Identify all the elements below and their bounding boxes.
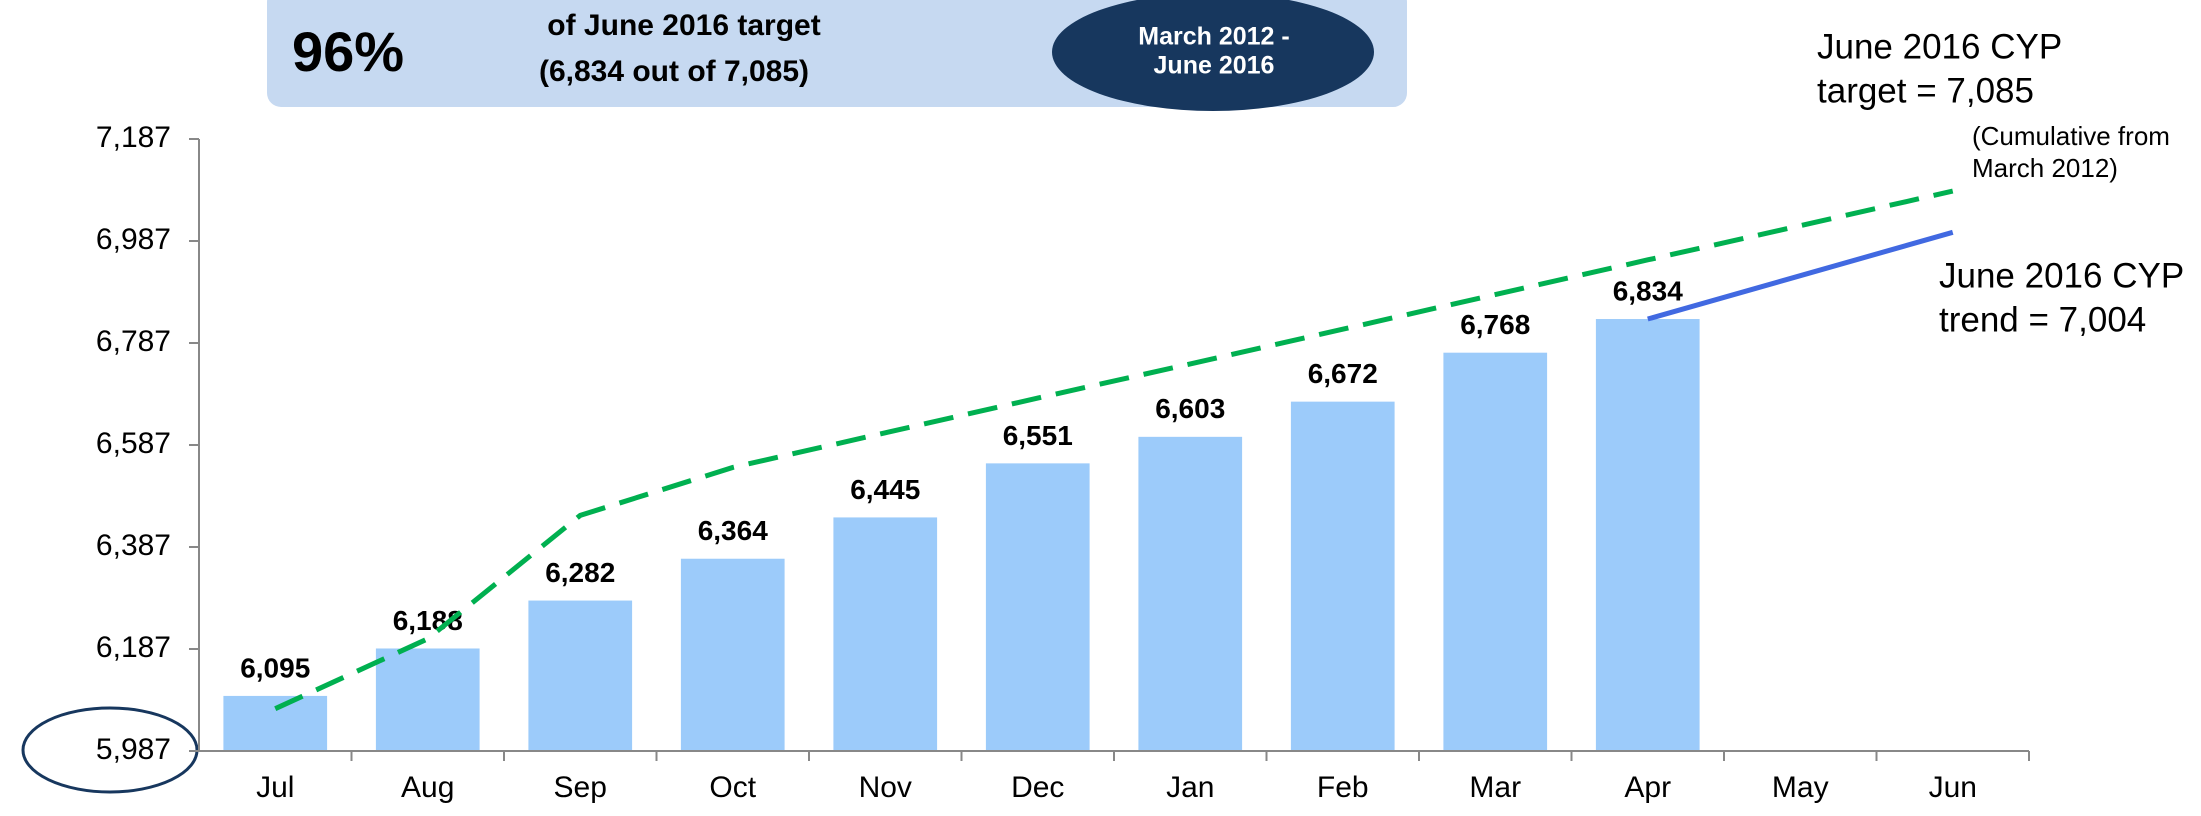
series-line <box>1647 229 1954 322</box>
data-label: 6,282 <box>545 557 615 588</box>
period-text: March 2012 - <box>1138 23 1289 51</box>
bar <box>1290 401 1395 751</box>
data-label: 6,445 <box>850 474 920 505</box>
y-tick-label: 6,187 <box>96 631 171 664</box>
bar <box>1595 319 1700 751</box>
annotation: March 2012) <box>1972 153 2118 183</box>
bar <box>528 600 633 751</box>
x-tick-label: Apr <box>1624 771 1671 804</box>
bar <box>833 517 938 751</box>
bar <box>223 695 328 751</box>
x-tick-label: Dec <box>1011 771 1064 804</box>
data-label: 6,768 <box>1460 309 1530 340</box>
banner-line: of June 2016 target <box>547 9 820 42</box>
period-badge <box>1052 0 1374 111</box>
data-label: 6,834 <box>1613 275 1683 306</box>
x-tick-label: Sep <box>554 771 607 804</box>
annotation: (Cumulative from <box>1972 121 2170 151</box>
annotation: June 2016 CYP <box>1939 256 2184 295</box>
data-label: 6,364 <box>698 515 768 546</box>
y-tick-label: 6,387 <box>96 529 171 562</box>
x-tick-label: Aug <box>401 771 454 804</box>
banner-percent: 96% <box>292 20 404 83</box>
bar <box>680 558 785 751</box>
period-text: June 2016 <box>1154 52 1275 80</box>
bar <box>1443 352 1548 751</box>
annotation: June 2016 CYP <box>1817 27 2062 66</box>
series-line <box>274 188 1954 711</box>
x-tick-label: Feb <box>1317 771 1369 804</box>
x-tick-label: Jul <box>256 771 294 804</box>
x-tick-label: Oct <box>709 771 756 804</box>
bar <box>375 648 480 751</box>
x-tick-label: Jan <box>1166 771 1214 804</box>
x-tick-label: May <box>1772 771 1829 804</box>
y-tick-label: 6,987 <box>96 223 171 256</box>
y-tick-label: 6,587 <box>96 427 171 460</box>
data-label: 6,603 <box>1155 393 1225 424</box>
data-label: 6,672 <box>1308 358 1378 389</box>
x-tick-label: Nov <box>859 771 912 804</box>
annotation: trend = 7,004 <box>1939 300 2146 339</box>
annotation: target = 7,085 <box>1817 71 2034 110</box>
y-tick-label: 7,187 <box>96 121 171 154</box>
bar <box>1138 436 1243 751</box>
banner-line: (6,834 out of 7,085) <box>539 55 809 88</box>
data-label: 6,551 <box>1003 420 1073 451</box>
y-tick-label: 6,787 <box>96 325 171 358</box>
x-tick-label: Jun <box>1929 771 1977 804</box>
data-label: 6,095 <box>240 652 310 683</box>
y-tick-label: 5,987 <box>96 733 171 766</box>
x-tick-label: Mar <box>1469 771 1521 804</box>
bar <box>985 463 1090 751</box>
